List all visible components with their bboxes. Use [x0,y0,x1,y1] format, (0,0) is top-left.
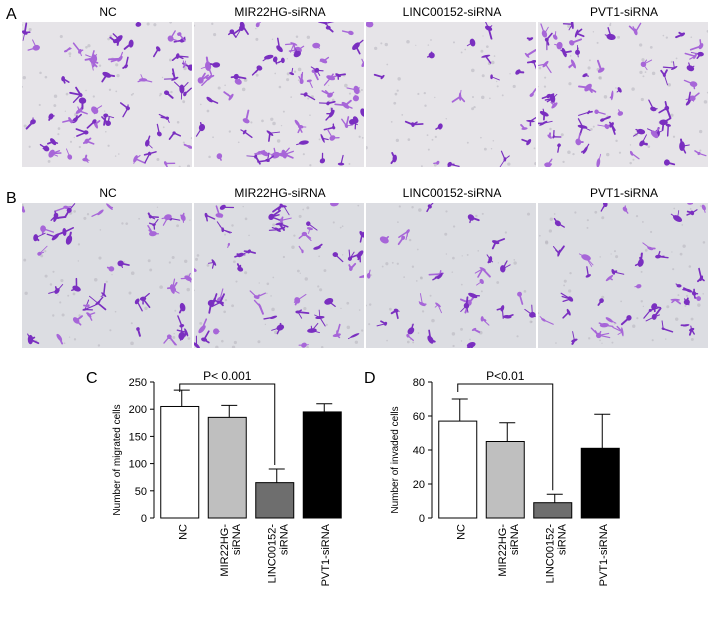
row-a-micrograph-linc00152 [366,22,536,167]
chart-d-bar-1 [485,441,525,519]
row-a-micrograph-mir22hg [194,22,364,167]
chart-d-bar-3 [580,447,620,519]
chart-d-y-tick-label: 40 [413,445,425,457]
chart-d-category-label-1: siRNA [509,523,521,555]
row-a-title-nc: NC [99,5,117,19]
row-b-micrograph-nc [22,203,192,348]
panel-label-b: B [6,190,17,207]
chart-c-y-tick-label: 250 [129,377,147,389]
chart-d-category-label-2: LINC00152- [545,524,557,584]
row-b-title-nc: NC [99,186,117,200]
chart-c-bar-1 [207,416,247,519]
row-a-title-linc00152: LINC00152-siRNA [402,5,502,19]
chart-c-category-label-1: MIR22HG- [219,524,231,577]
chart-c-bar-3 [302,411,342,519]
chart-d-y-tick-label: 20 [413,479,425,491]
row-b-title-pvt1: PVT1-siRNA [589,186,658,200]
chart-d-category-label-0: NC [456,524,468,540]
chart-c-category-label-0: NC [178,524,190,540]
row-a-title-pvt1: PVT1-siRNA [589,5,658,19]
panel-label-c: C [86,370,98,387]
chart-c-y-tick-label: 50 [135,486,147,498]
chart-d-p-value-label: P<0.01 [486,369,525,383]
chart-d-category-label-1: MIR22HG- [497,524,509,577]
chart-c-y-tick-label: 200 [129,404,147,416]
row-b-title-linc00152: LINC00152-siRNA [402,186,502,200]
chart-c-significance-bracket [179,383,276,466]
chart-d-y-tick-label: 0 [419,513,425,525]
chart-c-category-label-1: siRNA [231,523,243,555]
chart-c-y-axis-label: Number of migrated cells [112,404,123,515]
chart-c-bar-2 [255,482,295,519]
chart-d-y-axis-label: Number of invaded cells [390,406,401,513]
panel-label-a: A [6,6,17,23]
chart-d-bar-0 [438,420,478,519]
row-a-micrograph-nc [22,22,192,167]
chart-d-y-tick-label: 60 [413,411,425,423]
chart-d-category-label-3: PVT1-siRNA [598,523,610,586]
chart-c-y-tick-label: 0 [141,513,147,525]
chart-d-category-label-2: siRNA [557,523,569,555]
row-b-micrograph-linc00152 [366,203,536,348]
row-b-title-mir22hg: MIR22HG-siRNA [234,186,326,200]
chart-c-bar-0 [160,405,200,519]
panel-label-d: D [364,370,376,387]
chart-c-category-label-2: LINC00152- [267,524,279,584]
chart-c-y-tick-label: 100 [129,459,147,471]
row-a-title-mir22hg: MIR22HG-siRNA [234,5,326,19]
chart-d-significance-bracket [457,383,554,491]
bar-chart-invaded-cells: 0 20 40 60 80 Number of invaded cells NC MIR22H… [390,369,620,586]
chart-c-y-tick-label: 150 [129,431,147,443]
chart-c-category-label-3: PVT1-siRNA [320,523,332,586]
chart-c-category-label-2: siRNA [279,523,291,555]
chart-c-p-value-label: P< 0.001 [203,369,252,383]
chart-d-y-tick-label: 80 [413,377,425,389]
row-b-micrograph-pvt1 [538,203,708,348]
row-a-micrograph-pvt1 [538,22,708,167]
bar-chart-migrated-cells: 0 50 100 150 200 250 Number of migrated cells N… [112,369,342,586]
row-b-micrograph-mir22hg [194,203,364,348]
chart-d-bar-2 [533,502,573,519]
